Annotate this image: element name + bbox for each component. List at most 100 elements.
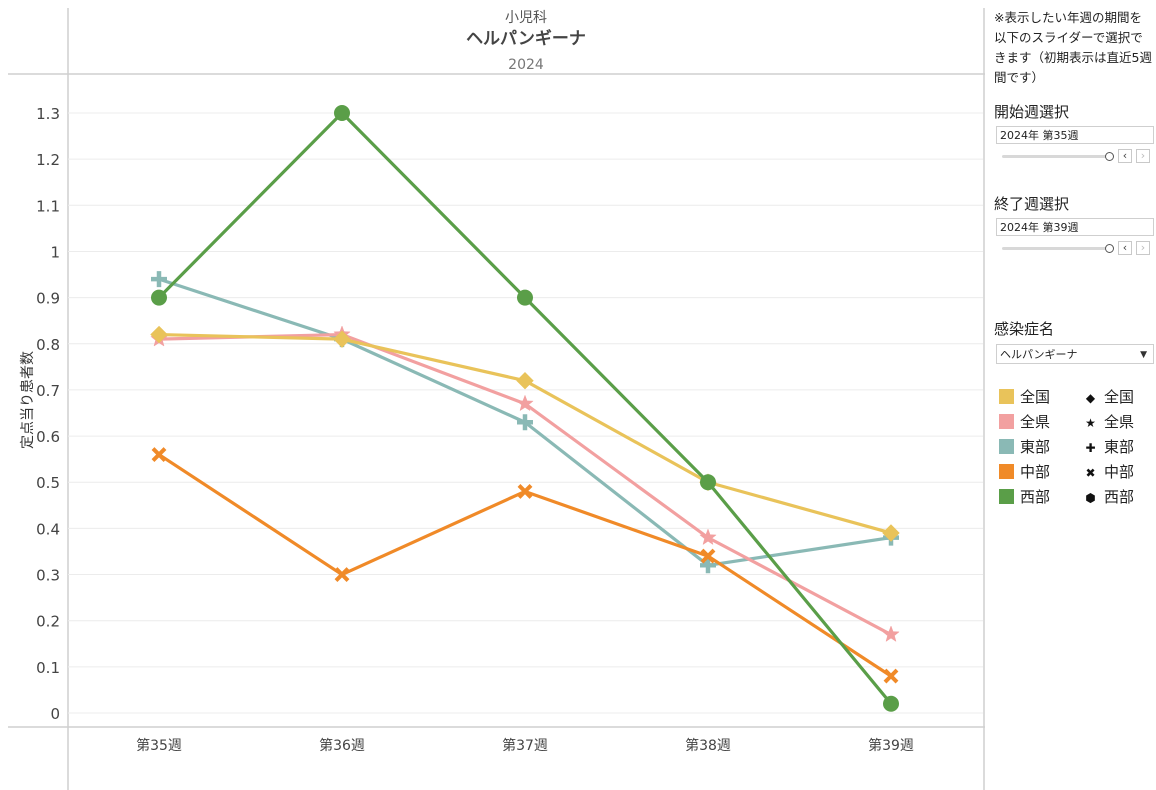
data-point — [150, 325, 168, 344]
series-line — [158, 332, 892, 535]
color-legend-item: 全県 — [999, 411, 1050, 431]
data-point — [883, 668, 899, 684]
y-tick-label: 0.3 — [36, 567, 60, 585]
x-tick-label: 第38週 — [685, 737, 731, 754]
color-legend-item: 中部 — [999, 461, 1050, 481]
chart-subtitle-bottom: 2024 — [508, 57, 544, 73]
color-legend-label: 中部 — [1020, 463, 1051, 481]
disease-select[interactable]: ヘルパンギーナ ▼ — [996, 344, 1154, 364]
end-week-next-button[interactable]: › — [1136, 241, 1150, 255]
star-icon: ★ — [1085, 416, 1096, 430]
y-tick-label: 0.7 — [36, 382, 60, 400]
series-5 — [151, 105, 899, 712]
y-tick-label: 1.1 — [36, 197, 60, 215]
series-4 — [151, 447, 899, 684]
x-tick-labels: 第35週 第36週 第37週 第38週 第39週 — [136, 737, 914, 754]
diamond-icon: ◆ — [1085, 391, 1096, 405]
color-swatch — [999, 464, 1014, 479]
filter-panel: ※表示したい年週の期間を以下のスライダーで選択できます（初期表示は直近5週間です… — [985, 0, 1156, 790]
data-point — [700, 474, 716, 491]
color-legend-label: 全県 — [1020, 413, 1051, 431]
y-tick-label: 1.2 — [36, 151, 60, 169]
shape-legend-item: ◆ 全国 — [1083, 386, 1134, 406]
data-point — [517, 484, 533, 499]
end-week-title: 終了週選択 — [994, 195, 1070, 213]
data-point — [334, 105, 350, 121]
color-legend-label: 西部 — [1020, 488, 1051, 506]
y-tick-label: 0 — [50, 705, 60, 723]
data-point — [700, 548, 716, 564]
data-point — [516, 394, 534, 412]
y-tick-labels: 0 0.1 0.2 0.3 0.4 0.5 0.6 0.7 0.8 0.9 1 1.1 1.2 1.3 — [36, 105, 60, 723]
x-tick-label: 第36週 — [319, 737, 365, 754]
shape-legend-label: 中部 — [1104, 463, 1135, 481]
y-tick-label: 1 — [50, 243, 60, 261]
end-week-slider-handle[interactable] — [1105, 244, 1114, 253]
end-week-value: 2024年 第39週 — [996, 218, 1154, 236]
x-tick-label: 第37週 — [502, 737, 548, 754]
end-week-prev-button[interactable]: ‹ — [1118, 241, 1132, 255]
y-tick-label: 0.8 — [36, 336, 60, 354]
data-point — [882, 625, 900, 642]
shape-legend-label: 全国 — [1104, 388, 1135, 406]
series-line — [157, 111, 893, 705]
start-week-title: 開始週選択 — [994, 103, 1070, 121]
color-legend-label: 全国 — [1020, 388, 1051, 406]
data-point — [699, 528, 717, 546]
shape-legend-label: 全県 — [1104, 413, 1135, 431]
y-tick-label: 0.9 — [36, 290, 60, 308]
hexagon-icon: ⬢ — [1085, 491, 1096, 505]
line-chart: 小児科 ヘルパンギーナ 2024 定点当り患者数 0 0.1 0.2 0.3 0.4 0.… — [8, 8, 985, 790]
color-swatch — [999, 389, 1014, 404]
y-tick-label: 1.3 — [36, 105, 60, 123]
shape-legend-label: 西部 — [1104, 488, 1135, 506]
color-swatch — [999, 489, 1014, 504]
chart-title: ヘルパンギーナ — [466, 29, 586, 49]
y-tick-label: 0.1 — [36, 659, 60, 677]
y-axis-label: 定点当り患者数 — [20, 351, 36, 449]
chevron-down-icon: ▼ — [1140, 350, 1147, 360]
data-point — [151, 271, 167, 288]
start-week-value: 2024年 第35週 — [996, 126, 1154, 144]
x-tick-label: 第35週 — [136, 737, 182, 754]
data-point — [333, 330, 351, 348]
data-point — [334, 567, 350, 582]
start-week-prev-button[interactable]: ‹ — [1118, 149, 1132, 163]
y-tick-label: 0.2 — [36, 613, 60, 631]
color-legend-item: 西部 — [999, 486, 1050, 506]
data-point — [516, 371, 534, 390]
color-swatch — [999, 439, 1014, 454]
disease-select-value: ヘルパンギーナ — [1000, 348, 1078, 361]
data-point — [700, 557, 716, 574]
grid-layer — [68, 112, 983, 714]
x-tick-label: 第39週 — [868, 737, 914, 754]
plus-icon: ✚ — [1085, 441, 1096, 455]
start-week-slider-track[interactable] — [1002, 155, 1110, 158]
chart-area: 小児科 ヘルパンギーナ 2024 定点当り患者数 0 0.1 0.2 0.3 0.4 0.… — [8, 8, 985, 790]
color-legend-label: 東部 — [1020, 438, 1051, 456]
cross-icon: ✖ — [1085, 466, 1096, 480]
shape-legend-item: ⬢ 西部 — [1083, 486, 1134, 506]
color-swatch — [999, 414, 1014, 429]
disease-title: 感染症名 — [994, 320, 1055, 338]
data-point — [151, 289, 167, 306]
shape-legend-item: ✖ 中部 — [1083, 461, 1134, 481]
data-point — [517, 414, 533, 431]
series-1 — [150, 325, 900, 542]
data-point — [151, 447, 167, 462]
shape-legend-item: ✚ 東部 — [1083, 436, 1134, 456]
series-line — [158, 453, 892, 678]
start-week-slider-handle[interactable] — [1105, 152, 1114, 161]
end-week-slider-track[interactable] — [1002, 247, 1110, 250]
chart-subtitle-top: 小児科 — [505, 10, 547, 26]
start-week-next-button[interactable]: › — [1136, 149, 1150, 163]
color-legend-item: 東部 — [999, 436, 1050, 456]
series-layer — [150, 105, 900, 712]
shape-legend-label: 東部 — [1104, 438, 1135, 456]
data-point — [882, 524, 900, 542]
y-tick-label: 0.5 — [36, 474, 60, 492]
slider-note: ※表示したい年週の期間を以下のスライダーで選択できます（初期表示は直近5週間です… — [994, 10, 1152, 85]
y-tick-label: 0.6 — [36, 428, 60, 446]
data-point — [883, 695, 899, 712]
data-point — [517, 289, 533, 306]
